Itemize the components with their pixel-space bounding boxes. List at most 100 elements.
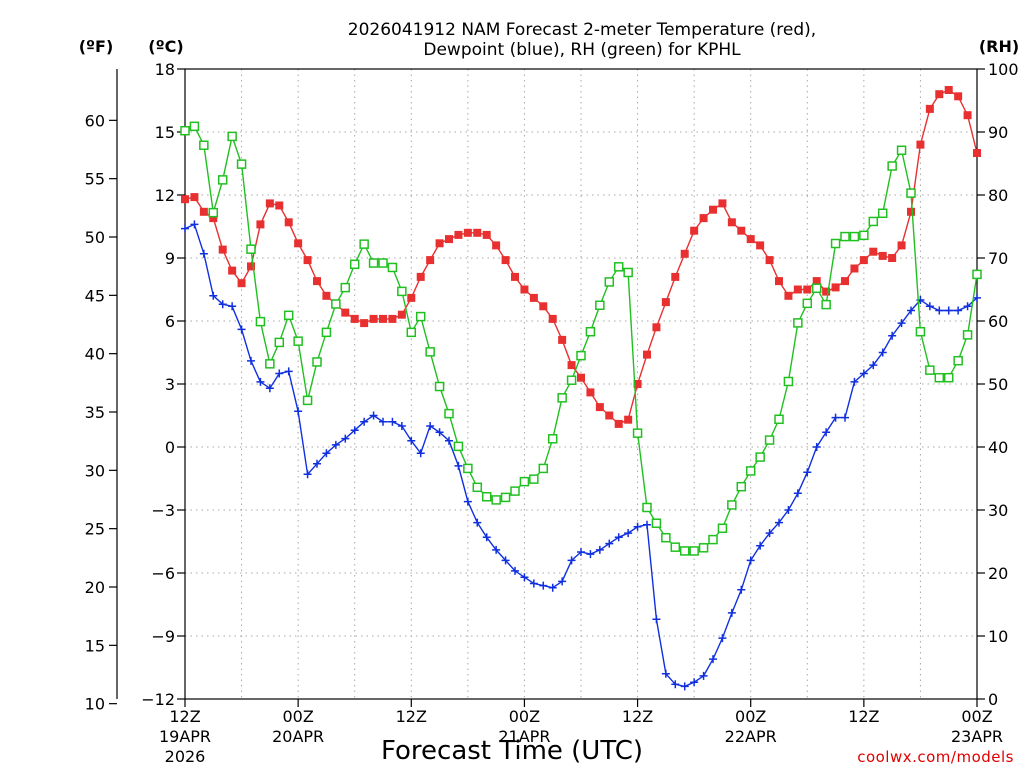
rh-point: [189, 121, 200, 132]
temperature-point: [341, 308, 350, 317]
temperature-point: [369, 314, 378, 323]
rh-point: [764, 435, 775, 445]
rh-point: [566, 375, 577, 385]
rh-point: [906, 188, 916, 198]
temperature-point: [482, 230, 491, 239]
rh-point: [745, 466, 756, 476]
celsius-tick-label: 3: [165, 375, 175, 394]
temperature-point: [313, 277, 321, 286]
rh-point: [670, 542, 681, 552]
series-open-square: [180, 121, 982, 556]
fahrenheit-tick-label: 10: [85, 695, 105, 714]
x-tick-date: 23APR: [951, 727, 1003, 746]
rh-point: [444, 408, 454, 419]
dewpoint-point: [888, 331, 897, 340]
temperature-point: [265, 199, 274, 208]
temperature-point: [916, 140, 925, 149]
temperature-point: [831, 283, 840, 292]
rh-point: [708, 534, 718, 545]
temperature-point: [878, 251, 887, 260]
dewpoint-point: [652, 615, 661, 624]
temperature-point: [247, 262, 255, 271]
rh-tick-label: 10: [988, 627, 1008, 646]
fahrenheit-tick-label: 50: [85, 228, 105, 247]
x-tick-time: 00Z: [735, 707, 766, 726]
rh-point: [604, 277, 615, 287]
dewpoint-point: [350, 426, 359, 435]
dewpoint-point: [247, 356, 255, 365]
rh-point: [217, 175, 228, 185]
temperature-point: [379, 314, 387, 323]
rh-point: [283, 310, 294, 321]
dewpoint-point: [511, 566, 519, 575]
x-tick-time: 12Z: [848, 707, 879, 726]
temperature-point: [520, 285, 529, 294]
rh-point: [972, 269, 982, 280]
dewpoint-point: [218, 300, 227, 309]
rh-tick-label: 80: [988, 186, 1008, 205]
rh-point: [265, 359, 275, 369]
dewpoint-point: [643, 520, 651, 529]
dewpoint-point: [454, 461, 463, 470]
rh-point: [387, 262, 398, 273]
rh-point: [199, 140, 209, 150]
rh-point: [359, 239, 369, 249]
temperature-point: [869, 247, 878, 256]
dewpoint-point: [284, 367, 293, 376]
dewpoint-point: [793, 489, 802, 498]
temperature-point: [727, 218, 736, 227]
celsius-tick-label: −6: [151, 564, 175, 583]
rh-point: [802, 298, 813, 309]
temperature-point: [445, 235, 453, 244]
temperature-point: [199, 207, 208, 216]
dewpoint-point: [520, 573, 529, 582]
temperature-point: [397, 310, 406, 319]
temperature-point: [935, 90, 944, 99]
rh-point: [349, 259, 360, 270]
rh-point: [642, 502, 652, 513]
temperature-point: [407, 293, 416, 302]
rh-point: [208, 207, 219, 218]
rh-tick-label: 60: [988, 312, 1008, 331]
rh-point: [849, 231, 860, 242]
dewpoint-point: [548, 583, 557, 592]
rh-point: [736, 481, 747, 492]
dewpoint-point: [492, 545, 501, 554]
rh-point: [689, 546, 699, 556]
dewpoint-point: [690, 678, 699, 687]
temperature-point: [256, 220, 265, 229]
dewpoint-point: [294, 407, 303, 416]
dewpoint-point: [841, 413, 849, 422]
dewpoint-point: [737, 585, 746, 594]
rh-tick-label: 20: [988, 564, 1008, 583]
dewpoint-point: [812, 443, 821, 451]
temperature-point: [803, 285, 812, 294]
temperature-point: [511, 272, 519, 281]
x-tick-date: 19APR: [159, 727, 211, 746]
axis-ticks: 1815129630−3−6−9−12605550454035302520151…: [85, 60, 1019, 766]
rh-point: [255, 316, 266, 327]
series-filled-square: [181, 86, 981, 428]
dewpoint-point: [256, 377, 265, 386]
dewpoint-point: [313, 459, 321, 468]
celsius-tick-label: −9: [151, 627, 175, 646]
temperature-point: [841, 277, 849, 286]
temperature-point: [775, 277, 783, 286]
rh-point: [613, 262, 624, 272]
x-axis-label: Forecast Time (UTC): [381, 736, 643, 766]
rh-point: [821, 299, 831, 310]
dewpoint-point: [822, 428, 831, 437]
temperature-point: [228, 266, 237, 275]
celsius-tick-label: 9: [165, 249, 175, 268]
dewpoint-point: [360, 417, 369, 426]
rh-point: [180, 125, 190, 136]
series-plus: [181, 220, 981, 691]
dewpoint-point: [709, 655, 717, 664]
credit-text: coolwx.com/models: [857, 748, 1014, 766]
fahrenheit-tick-label: 30: [85, 461, 105, 480]
temperature-point: [661, 298, 670, 307]
temperature-point: [718, 199, 727, 208]
dewpoint-point: [775, 518, 783, 527]
